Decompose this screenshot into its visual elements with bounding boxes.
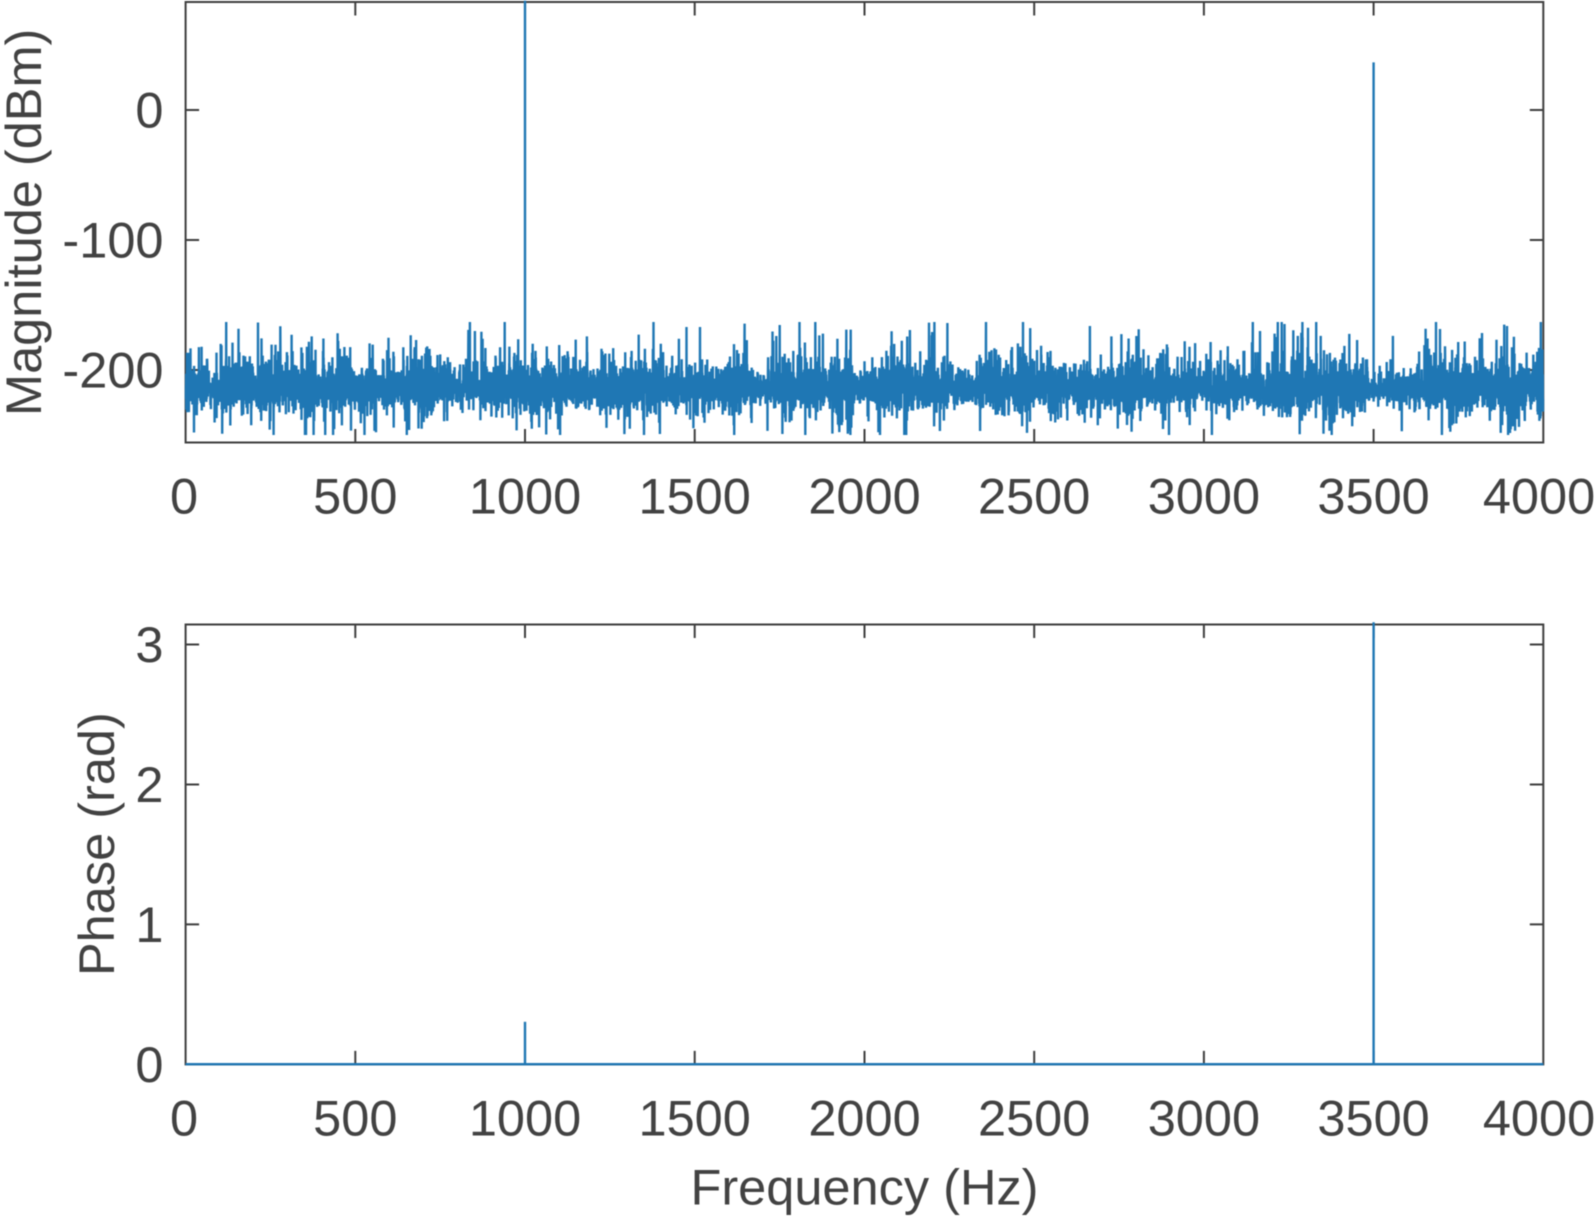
svg-text:2000: 2000 bbox=[808, 468, 920, 525]
svg-text:1: 1 bbox=[135, 896, 163, 953]
svg-text:2500: 2500 bbox=[978, 1090, 1090, 1147]
svg-text:0: 0 bbox=[135, 1036, 163, 1093]
svg-text:1500: 1500 bbox=[639, 468, 751, 525]
svg-text:500: 500 bbox=[313, 468, 397, 525]
svg-text:2500: 2500 bbox=[978, 468, 1090, 525]
svg-text:4000: 4000 bbox=[1483, 1090, 1595, 1147]
svg-text:1000: 1000 bbox=[469, 1090, 581, 1147]
svg-text:-200: -200 bbox=[62, 342, 163, 399]
svg-text:2000: 2000 bbox=[808, 1090, 920, 1147]
svg-text:0: 0 bbox=[170, 468, 198, 525]
svg-text:Phase (rad): Phase (rad) bbox=[68, 712, 125, 976]
svg-text:3: 3 bbox=[135, 616, 163, 673]
svg-text:2: 2 bbox=[135, 756, 163, 813]
svg-text:Magnitude (dBm): Magnitude (dBm) bbox=[0, 29, 52, 416]
svg-text:3500: 3500 bbox=[1317, 1090, 1429, 1147]
svg-text:3000: 3000 bbox=[1148, 1090, 1260, 1147]
svg-text:3500: 3500 bbox=[1317, 468, 1429, 525]
svg-text:1000: 1000 bbox=[469, 468, 581, 525]
svg-text:4000: 4000 bbox=[1483, 468, 1595, 525]
svg-text:-100: -100 bbox=[62, 212, 163, 269]
svg-text:1500: 1500 bbox=[639, 1090, 751, 1147]
svg-text:500: 500 bbox=[313, 1090, 397, 1147]
svg-text:0: 0 bbox=[135, 82, 163, 139]
svg-text:0: 0 bbox=[170, 1090, 198, 1147]
svg-text:Frequency (Hz): Frequency (Hz) bbox=[691, 1159, 1039, 1216]
svg-text:3000: 3000 bbox=[1148, 468, 1260, 525]
